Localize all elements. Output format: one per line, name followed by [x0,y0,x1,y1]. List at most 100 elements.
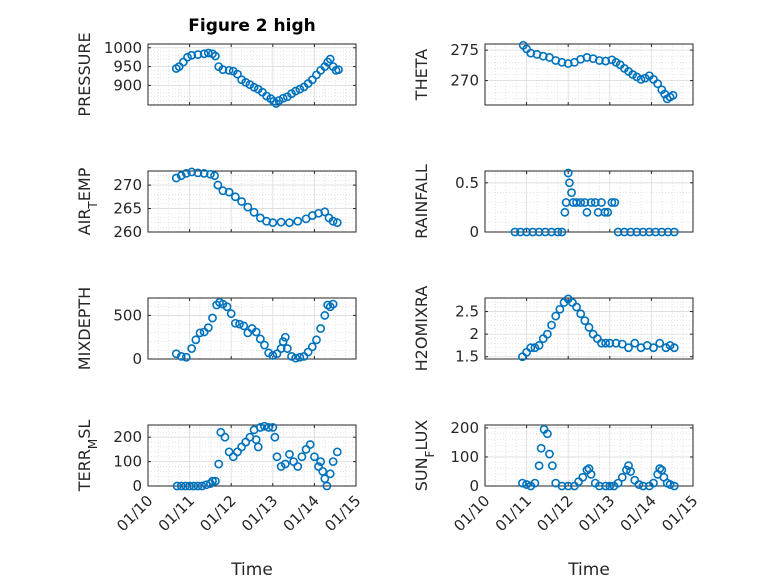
data-point [285,218,294,228]
data-point [255,423,265,432]
data-point [282,344,292,353]
y-axis-label: SUNFLUX [412,420,437,492]
axes-box [484,170,694,233]
y-tick-label: 1000 [104,39,142,57]
subplot-5: 0 500 MIXDEPTH [75,287,357,370]
data-point [586,198,596,207]
data-point [663,227,673,237]
y-axis-label: PRESSURE [75,32,94,116]
x-tick-label: 01/10 [113,492,156,535]
data-point [611,338,621,348]
data-point [655,338,665,348]
data-point [551,311,561,321]
data-point [580,198,590,207]
y-tick-label: 275 [450,41,479,59]
data-point [651,227,660,237]
axes-box [484,297,694,360]
data-point [626,227,635,237]
data-point [563,481,573,491]
data-point [534,227,544,237]
y-tick-label: 950 [113,58,142,76]
data-point [582,207,592,217]
x-axis-label: Time [230,560,273,580]
y-axis-label: AIRTEMP [75,167,100,235]
data-point [619,227,629,237]
data-point [201,480,211,490]
data-point [649,478,658,488]
data-point [224,187,234,197]
x-tick-label: 01/14 [617,492,660,535]
data-point [172,481,182,491]
data-point [603,207,613,217]
y-tick-label: 0.5 [455,174,479,192]
data-point [601,481,611,491]
data-point [630,338,640,348]
data-point [176,171,186,181]
data-point [280,332,290,342]
data-point [303,347,313,357]
data-point [249,82,259,92]
y-tick-label: 2.5 [455,303,479,321]
figure-title: Figure 2 high [188,16,316,36]
data-point [607,198,617,207]
data-point [547,461,557,471]
axes-box [147,297,357,360]
axes-box [484,43,694,106]
subplot-6: 1.5 2 2.5 H2OMIXRA [412,286,694,372]
data-point [649,343,658,353]
data-point [280,459,290,469]
y-tick-label: 1.5 [455,348,479,366]
data-point [305,440,315,449]
data-point [545,449,554,459]
data-point [328,299,338,309]
axes-box [147,43,357,106]
y-axis-label: THETA [412,49,431,101]
x-axis-label: Time [567,560,610,580]
data-point [605,481,615,491]
y-tick-label: 260 [113,223,142,241]
y-tick-label: 200 [113,428,142,446]
data-point [205,479,215,488]
data-point [668,90,678,100]
data-point [613,478,623,488]
data-point [181,352,191,362]
data-point [665,480,675,489]
data-point [309,452,319,462]
y-tick-label: 0 [132,350,142,368]
data-point [567,188,576,198]
data-point [297,452,307,462]
y-axis-label: H2OMIXRA [412,286,431,372]
x-tick-label: 01/11 [155,492,198,535]
data-point [233,69,242,79]
data-point [530,478,540,488]
data-point [584,322,594,332]
data-point [208,476,217,486]
data-point [230,192,240,202]
data-point [515,227,525,237]
x-tick-label: 01/12 [533,492,576,535]
subplot-3: 260 265 270 AIRTEMP [75,167,357,241]
data-point [526,343,536,353]
data-point [578,472,588,482]
data-point [653,79,663,89]
y-tick-label: 100 [113,453,142,471]
x-tick-label: 01/14 [280,492,323,535]
data-point [199,168,209,178]
data-point [255,334,265,344]
data-point [197,481,207,491]
y-axis-label: RAINFALL [412,164,431,239]
data-point [278,337,288,346]
data-point [325,469,335,479]
data-point [560,207,570,217]
data-point [332,218,342,228]
data-point [518,478,527,488]
data-point [293,462,303,471]
data-point [210,476,220,486]
data-point [251,327,261,337]
data-point [572,198,581,207]
data-point [600,207,610,217]
data-point [191,335,201,345]
data-point [576,309,586,319]
y-tick-label: 270 [113,176,142,194]
